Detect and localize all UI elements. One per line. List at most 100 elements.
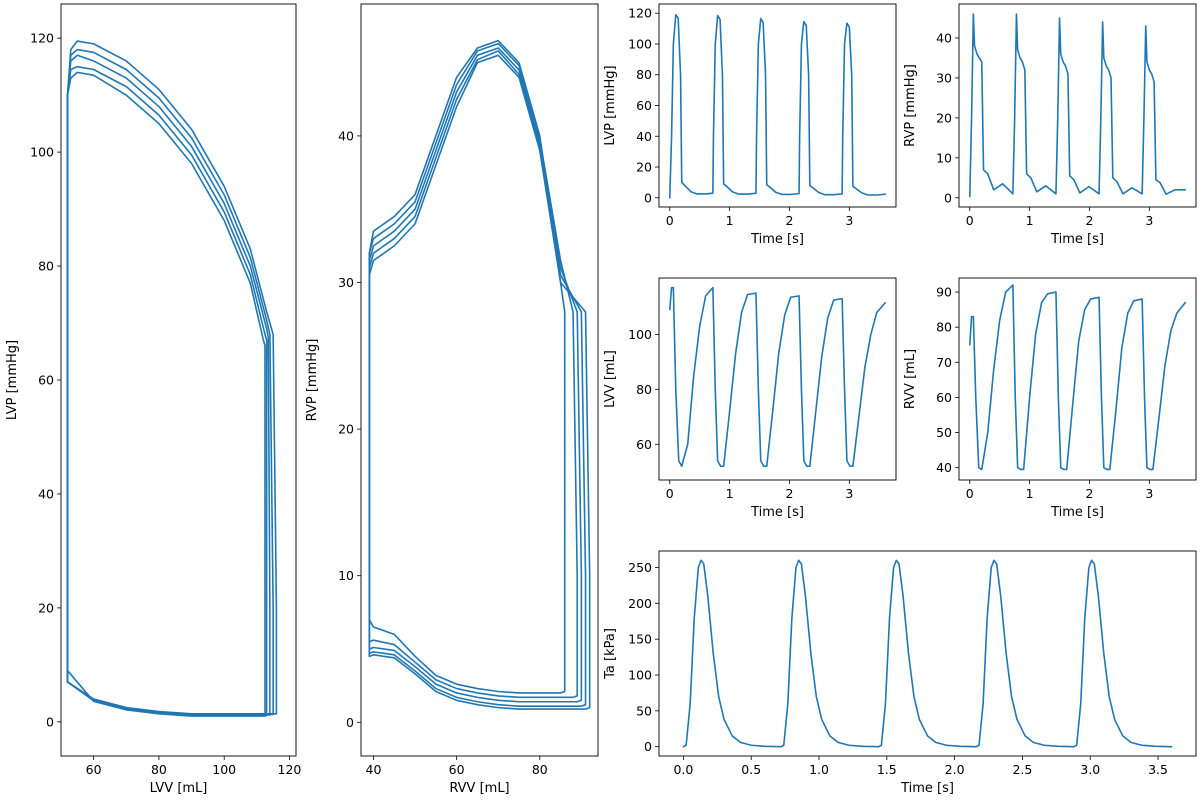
lvp-time-xtick-label: 1	[726, 213, 734, 228]
rvp-time-ytick-label: 40	[936, 30, 952, 45]
rvv-time-xtick-label: 1	[1026, 486, 1034, 501]
lvp-time-xlabel: Time [s]	[750, 232, 804, 247]
rvp-time-xtick-label: 2	[1085, 213, 1093, 228]
pv-right-ytick-label: 10	[338, 568, 354, 583]
pv-right-series-4-line	[368, 54, 591, 710]
lvp-time-ytick-label: 40	[636, 129, 652, 144]
lvp-time-frame	[658, 3, 897, 208]
lvv-time-xtick-label: 0	[666, 486, 674, 501]
pv-right-ylabel: RVP [mmHg]	[305, 339, 320, 422]
pv-right-series-3-line	[368, 50, 587, 707]
rvp-time-xtick-label: 1	[1026, 213, 1034, 228]
rvv-time-ytick-label: 50	[936, 425, 952, 440]
lvp-time-ytick-label: 0	[644, 190, 652, 205]
ta-time-xtick-label: 1.0	[809, 762, 829, 777]
axes-pv-right: 40 60 80 0 10 20 30 40 RVV [mL] RVP [mmHg]	[305, 3, 599, 796]
rvp-time-ytick-label: 0	[944, 190, 952, 205]
lvv-time-xlabel: Time [s]	[750, 505, 804, 520]
rvv-time-xtick-label: 2	[1085, 486, 1093, 501]
pv-left-ytick-label: 20	[38, 600, 54, 615]
pv-right-ytick-label: 20	[338, 422, 354, 437]
ta-time-xtick-label: 0.5	[741, 762, 761, 777]
rvv-time-ytick-label: 90	[936, 285, 952, 300]
lvv-time-ylabel: LVV [mL]	[603, 350, 618, 408]
rvp-time-series-0-line	[968, 13, 1187, 198]
ta-time-xtick-label: 3.5	[1148, 762, 1168, 777]
ta-time-ytick-label: 150	[628, 632, 652, 647]
rvv-time-xlabel: Time [s]	[1050, 505, 1104, 520]
rvp-time-frame	[958, 3, 1197, 208]
lvp-time-xtick-label: 2	[785, 213, 793, 228]
rvp-time-ytick-label: 30	[936, 70, 952, 85]
lvv-time-ytick-label: 100	[628, 327, 652, 342]
pv-left-xtick-label: 60	[86, 762, 102, 777]
lvp-time-ytick-label: 20	[636, 160, 652, 175]
lvv-time-xtick-label: 3	[845, 486, 853, 501]
ta-time-ytick-label: 250	[628, 560, 652, 575]
rvv-time-ytick-label: 60	[936, 390, 952, 405]
rvp-time-ylabel: RVP [mmHg]	[903, 64, 918, 147]
axes-ta-time: 0.0 0.5 1.0 1.5 2.0 2.5 3.0 3.5 0 50 100 150 200 250 T…	[603, 550, 1197, 796]
lvv-time-frame	[658, 277, 897, 481]
pv-left-frame	[60, 3, 297, 757]
lvv-time-ytick-label: 80	[636, 382, 652, 397]
pv-right-series-2-line	[368, 47, 583, 703]
rvp-time-xlabel: Time [s]	[1050, 232, 1104, 247]
lvp-time-ytick-label: 60	[636, 98, 652, 113]
ta-time-frame	[658, 550, 1197, 757]
rvv-time-xtick-label: 0	[966, 486, 974, 501]
axes-lvv-time: 0 1 2 3 60 80 100 Time [s] LVV [mL]	[603, 277, 897, 520]
pv-left-series-1-line	[66, 48, 274, 716]
pv-right-frame	[360, 3, 599, 757]
pv-left-xtick-label: 100	[212, 762, 236, 777]
ta-time-ytick-label: 0	[644, 739, 652, 754]
pv-left-ytick-label: 0	[46, 714, 54, 729]
pv-left-ytick-label: 120	[30, 31, 54, 46]
pv-left-ylabel: LVP [mmHg]	[5, 340, 20, 420]
ta-time-xtick-label: 0.0	[673, 762, 693, 777]
ta-time-ytick-label: 50	[636, 703, 652, 718]
pv-left-series-3-line	[66, 65, 268, 717]
lvp-time-ytick-label: 100	[628, 36, 652, 51]
ta-time-xtick-label: 1.5	[877, 762, 897, 777]
pv-right-xtick-label: 80	[532, 762, 548, 777]
lvp-time-ytick-label: 80	[636, 67, 652, 82]
lvp-time-ytick-label: 120	[628, 6, 652, 21]
ta-time-series-0-line	[682, 559, 1173, 748]
ta-time-ylabel: Ta [kPa]	[603, 628, 618, 680]
rvv-time-series-0-line	[968, 284, 1187, 471]
rvv-time-ytick-label: 70	[936, 355, 952, 370]
ta-time-xlabel: Time [s]	[900, 781, 954, 796]
pv-left-ytick-label: 40	[38, 486, 54, 501]
rvv-time-ytick-label: 40	[936, 460, 952, 475]
ta-time-xtick-label: 2.5	[1012, 762, 1032, 777]
lvv-time-ytick-label: 60	[636, 437, 652, 452]
rvp-time-ytick-label: 20	[936, 110, 952, 125]
lvp-time-xtick-label: 3	[845, 213, 853, 228]
rvp-time-ytick-label: 10	[936, 150, 952, 165]
pv-left-xlabel: LVV [mL]	[150, 781, 208, 796]
pv-right-ytick-label: 40	[338, 128, 354, 143]
lvp-time-series-0-line	[668, 13, 887, 199]
pv-left-series-4-line	[66, 71, 266, 717]
pv-left-ytick-label: 80	[38, 259, 54, 274]
pv-right-ytick-label: 0	[346, 715, 354, 730]
pv-left-xtick-label: 120	[278, 762, 302, 777]
pv-right-xtick-label: 40	[366, 762, 382, 777]
ta-time-xtick-label: 2.0	[945, 762, 965, 777]
pv-left-series-2-line	[66, 54, 271, 716]
pv-left-xtick-label: 80	[151, 762, 167, 777]
pv-right-xtick-label: 60	[449, 762, 465, 777]
pv-left-ytick-label: 60	[38, 373, 54, 388]
pv-left-ytick-label: 100	[30, 145, 54, 160]
pv-right-series-1-line	[368, 42, 579, 699]
pv-right-series-0-line	[368, 39, 566, 694]
pv-right-xlabel: RVV [mL]	[449, 781, 509, 796]
pv-left-series-0-line	[66, 40, 278, 715]
pv-right-ytick-label: 30	[338, 275, 354, 290]
rvp-time-xtick-label: 3	[1145, 213, 1153, 228]
rvv-time-ytick-label: 80	[936, 320, 952, 335]
rvp-time-xtick-label: 0	[966, 213, 974, 228]
